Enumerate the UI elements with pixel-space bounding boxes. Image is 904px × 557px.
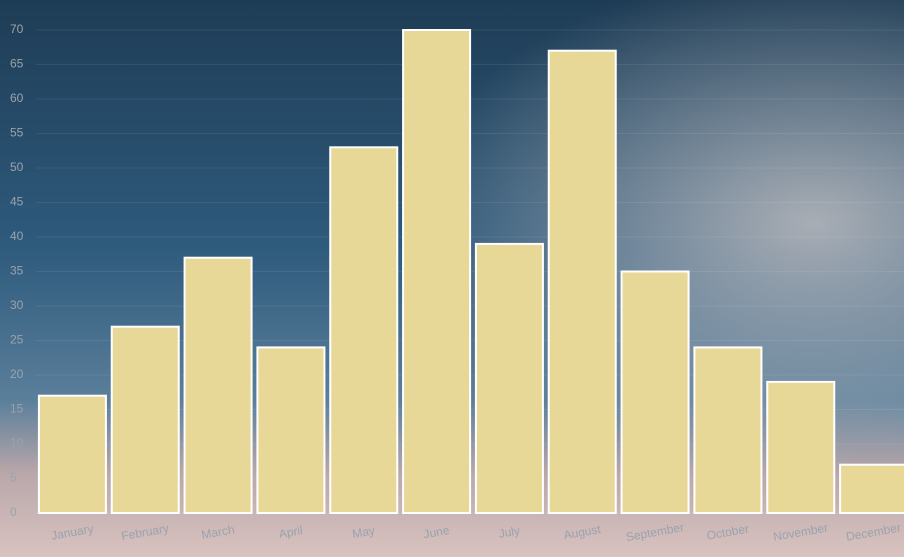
bar (694, 347, 761, 513)
y-tick-label: 65 (10, 57, 24, 71)
bar (39, 396, 106, 513)
bar (257, 347, 324, 513)
y-tick-label: 30 (10, 298, 24, 312)
y-tick-label: 55 (10, 126, 24, 140)
bar (549, 51, 616, 513)
bar (185, 258, 252, 513)
bar (840, 465, 904, 513)
bar (112, 327, 179, 513)
chart: 0510152025303540455055606570JanuaryFebru… (0, 0, 904, 557)
y-tick-label: 5 (10, 471, 17, 485)
y-tick-label: 25 (10, 333, 24, 347)
y-tick-label: 0 (10, 505, 17, 519)
page: {"chart_data": {"type": "bar", "categori… (0, 0, 904, 557)
bar (767, 382, 834, 513)
y-tick-label: 15 (10, 402, 24, 416)
bar (476, 244, 543, 513)
y-tick-label: 20 (10, 367, 24, 381)
bar (622, 272, 689, 514)
bar (403, 30, 470, 513)
y-tick-label: 35 (10, 264, 24, 278)
bar (330, 147, 397, 513)
y-tick-label: 45 (10, 195, 24, 209)
y-tick-label: 40 (10, 229, 24, 243)
y-tick-label: 60 (10, 91, 24, 105)
y-tick-label: 10 (10, 436, 24, 450)
y-tick-label: 50 (10, 160, 24, 174)
y-tick-label: 70 (10, 22, 24, 36)
